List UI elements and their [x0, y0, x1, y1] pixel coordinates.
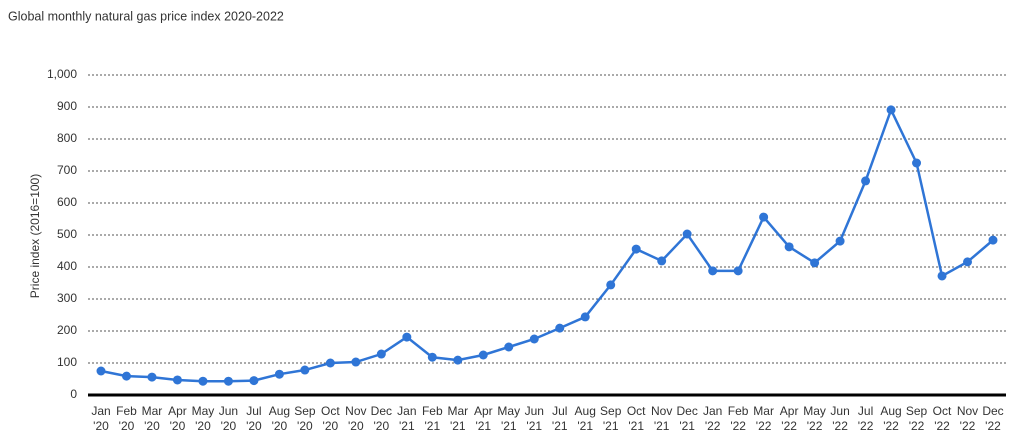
- x-tick-label: Jun '21: [524, 404, 544, 433]
- point: [351, 357, 361, 367]
- x-tick-label: Apr '22: [779, 404, 799, 433]
- y-tick-label: 500: [57, 227, 77, 241]
- x-tick-label: Dec '22: [982, 404, 1004, 433]
- y-tick-label: 400: [57, 259, 77, 273]
- x-tick-label: Aug '21: [574, 404, 596, 433]
- point: [759, 212, 769, 222]
- point: [912, 158, 922, 168]
- point: [504, 342, 514, 352]
- point: [682, 229, 692, 239]
- x-tick-label: Jan '20: [91, 404, 111, 433]
- x-tick-label: Aug '22: [880, 404, 902, 433]
- x-tick-label: Oct '21: [626, 404, 646, 433]
- point: [453, 355, 463, 365]
- x-tick-label: Apr '21: [473, 404, 493, 433]
- x-tick-label: Dec '20: [370, 404, 392, 433]
- x-tick-label: Apr '20: [168, 404, 187, 433]
- point: [376, 349, 386, 359]
- point: [96, 366, 106, 376]
- x-tick-label: May '21: [497, 404, 521, 433]
- point: [835, 236, 845, 246]
- point: [606, 280, 616, 290]
- x-tick-label: Dec '21: [676, 404, 698, 433]
- x-tick-label: Jun '22: [830, 404, 850, 433]
- point: [886, 105, 896, 115]
- y-tick-label: 1,000: [47, 67, 77, 81]
- x-tick-label: Jul '20: [246, 404, 262, 433]
- x-tick-label: Feb '22: [727, 404, 749, 433]
- point: [631, 244, 641, 254]
- point: [963, 257, 973, 267]
- point: [300, 365, 310, 375]
- point: [937, 271, 947, 281]
- point: [810, 258, 820, 268]
- point: [657, 256, 667, 266]
- x-tick-label: Nov '22: [956, 404, 979, 433]
- x-tick-label: Oct '20: [321, 404, 340, 433]
- point: [198, 376, 208, 386]
- point: [402, 332, 412, 342]
- point: [555, 323, 565, 333]
- point: [529, 334, 539, 344]
- x-tick-label: Jul '22: [857, 404, 874, 433]
- y-tick-label: 900: [57, 99, 77, 113]
- x-tick-label: May '22: [803, 404, 826, 433]
- point: [988, 235, 998, 245]
- point: [172, 375, 182, 385]
- point: [325, 358, 335, 368]
- x-tick-label: Oct '22: [932, 404, 952, 433]
- x-tick-label: Nov '20: [345, 404, 367, 433]
- x-tick-label: Mar '20: [141, 404, 163, 433]
- point: [427, 352, 437, 362]
- y-tick-label: 800: [57, 131, 77, 145]
- point: [733, 266, 743, 276]
- point: [274, 369, 284, 379]
- x-tick-label: Aug '20: [268, 404, 291, 433]
- y-tick-label: 600: [57, 195, 77, 209]
- x-tick-label: Jan '22: [702, 404, 723, 433]
- y-tick-label: 700: [57, 163, 77, 177]
- x-tick-label: Jun '20: [218, 404, 239, 433]
- x-tick-label: Feb '20: [116, 404, 137, 433]
- point: [478, 350, 488, 360]
- y-tick-label: 0: [70, 387, 77, 401]
- y-tick-label: 300: [57, 291, 77, 305]
- x-tick-label: May '20: [191, 404, 215, 433]
- point: [121, 371, 131, 381]
- point: [861, 176, 871, 186]
- point: [147, 372, 157, 382]
- y-tick-label: 100: [57, 355, 77, 369]
- x-tick-label: Sep '21: [600, 404, 622, 433]
- x-tick-label: Jan '21: [397, 404, 417, 433]
- x-tick-label: Sep '22: [905, 404, 928, 433]
- x-tick-label: Feb '21: [421, 404, 443, 433]
- line-series: [100, 106, 994, 383]
- x-tick-label: Sep '20: [294, 404, 316, 433]
- point: [249, 376, 259, 386]
- point: [580, 312, 590, 322]
- x-tick-label: Nov '21: [651, 404, 673, 433]
- point: [708, 266, 718, 276]
- x-tick-label: Mar '21: [447, 404, 469, 433]
- y-axis-label: Price index (2016=100): [28, 174, 42, 298]
- point: [784, 242, 794, 252]
- x-tick-label: Jul '21: [551, 404, 568, 433]
- chart-title: Global monthly natural gas price index 2…: [8, 9, 284, 23]
- point: [223, 376, 233, 386]
- y-tick-label: 200: [57, 323, 77, 337]
- x-tick-label: Mar '22: [753, 404, 774, 433]
